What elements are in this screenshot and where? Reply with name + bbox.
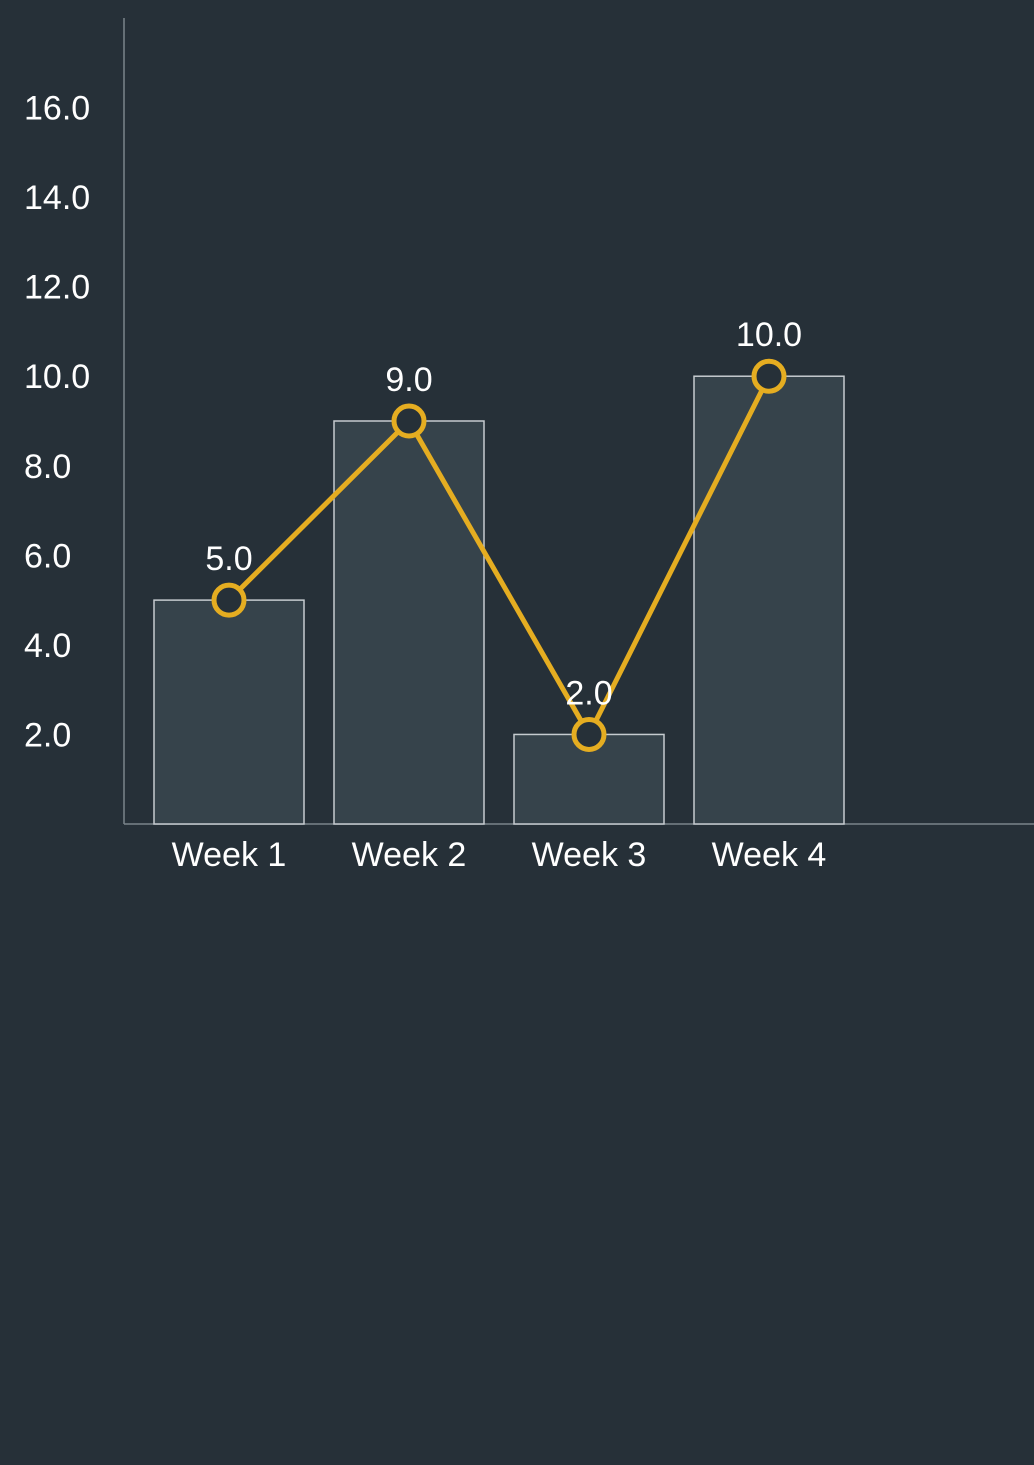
data-label: 9.0 xyxy=(385,361,432,399)
bar xyxy=(333,420,485,825)
y-tick-labels: 2.0 4.0 6.0 8.0 10.0 12.0 14.0 16.0 xyxy=(24,90,90,755)
data-labels: 5.0 9.0 2.0 10.0 xyxy=(205,316,802,712)
y-tick-label: 8.0 xyxy=(24,448,71,486)
line-point xyxy=(211,582,247,618)
data-label: 10.0 xyxy=(736,316,802,354)
bar-series xyxy=(153,375,845,825)
y-tick-label: 16.0 xyxy=(24,90,90,128)
line-point xyxy=(571,716,607,752)
y-tick-label: 2.0 xyxy=(24,716,71,754)
x-tick-labels: Week 1 Week 2 Week 3 Week 4 xyxy=(172,836,827,874)
bar xyxy=(693,375,845,825)
data-label: 5.0 xyxy=(205,540,252,578)
y-tick-label: 14.0 xyxy=(24,179,90,217)
line-point xyxy=(391,403,427,439)
data-label: 2.0 xyxy=(565,674,612,712)
y-tick-label: 10.0 xyxy=(24,358,90,396)
x-tick-label: Week 4 xyxy=(712,836,827,874)
line-series xyxy=(211,358,787,752)
series-line xyxy=(227,375,772,737)
x-tick-label: Week 1 xyxy=(172,836,287,874)
y-tick-label: 12.0 xyxy=(24,269,90,307)
bar xyxy=(153,599,305,825)
x-tick-label: Week 2 xyxy=(352,836,467,874)
line-point xyxy=(751,358,787,394)
y-tick-label: 6.0 xyxy=(24,537,71,575)
y-tick-label: 4.0 xyxy=(24,627,71,665)
x-tick-label: Week 3 xyxy=(532,836,647,874)
